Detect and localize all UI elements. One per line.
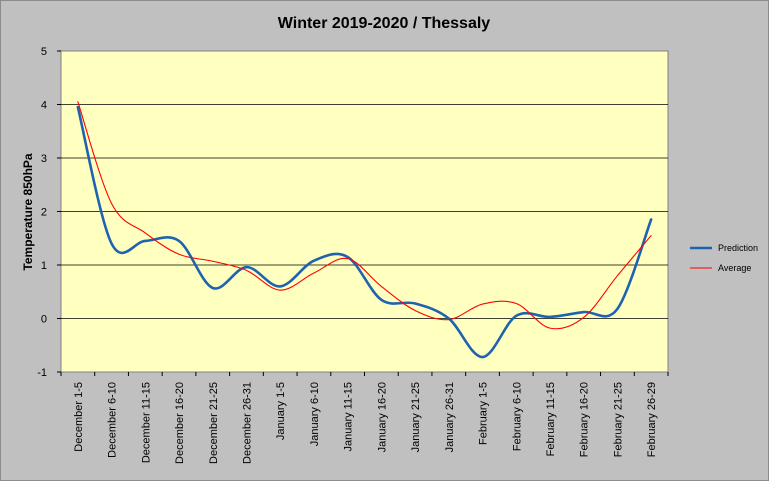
gridlines [61, 104, 668, 319]
legend-label-prediction: Prediction [718, 243, 758, 253]
series-line-prediction [76, 105, 653, 359]
series-line-average [77, 101, 652, 330]
y-axis-ticks: -1 0 1 2 3 4 5 [37, 46, 61, 379]
x-tick-label: February 6-10 [511, 382, 523, 451]
y-tick-label: 5 [41, 46, 47, 58]
x-axis-ticks: December 1-5 December 6-10 December 11-15 D… [60, 372, 669, 464]
x-tick-label: December 21-25 [208, 382, 220, 464]
y-tick-label: 4 [41, 100, 47, 112]
chart-title: Winter 2019-2020 / Thessaly [278, 15, 491, 32]
y-tick-label: 3 [41, 153, 47, 165]
x-tick-label: February 26-29 [646, 382, 658, 457]
y-tick-label: 1 [41, 260, 47, 272]
x-tick-label: December 6-10 [107, 382, 119, 458]
series-lines [76, 101, 653, 359]
legend: Prediction Average [690, 243, 758, 273]
y-axis-label: Temperature 850hPa [21, 153, 35, 270]
x-tick-label: February 1-5 [478, 382, 490, 445]
x-tick-label: January 16-20 [376, 382, 388, 452]
y-tick-label: 2 [41, 207, 47, 219]
y-tick-label: 0 [41, 314, 47, 326]
x-tick-label: December 16-20 [174, 382, 186, 464]
x-tick-label: December 26-31 [241, 382, 253, 464]
x-tick-label: February 11-15 [545, 382, 557, 456]
x-tick-label: January 11-15 [343, 382, 355, 452]
x-tick-label: February 16-20 [579, 382, 591, 457]
x-tick-label: January 21-25 [410, 382, 422, 452]
x-tick-label: February 21-25 [612, 382, 624, 457]
x-tick-label: January 6-10 [309, 382, 321, 446]
x-tick-label: January 1-5 [275, 382, 287, 440]
legend-label-average: Average [718, 263, 751, 273]
x-tick-label: December 1-5 [73, 382, 85, 452]
x-tick-label: January 26-31 [444, 382, 456, 452]
y-tick-label: -1 [37, 367, 47, 379]
x-tick-label: December 11-15 [140, 382, 152, 463]
